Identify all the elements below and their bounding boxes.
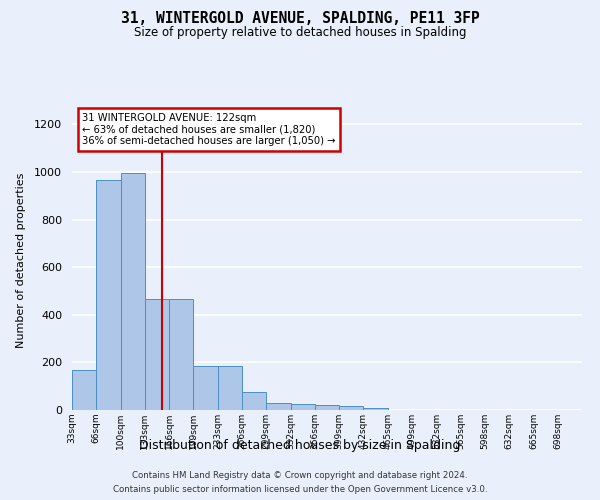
- Bar: [364, 408, 388, 410]
- Text: Contains HM Land Registry data © Crown copyright and database right 2024.: Contains HM Land Registry data © Crown c…: [132, 472, 468, 480]
- Bar: [218, 366, 242, 410]
- Bar: [339, 406, 364, 410]
- Bar: [290, 404, 315, 410]
- Text: 31, WINTERGOLD AVENUE, SPALDING, PE11 3FP: 31, WINTERGOLD AVENUE, SPALDING, PE11 3F…: [121, 11, 479, 26]
- Bar: [169, 300, 193, 410]
- Bar: [145, 300, 169, 410]
- Bar: [72, 370, 96, 410]
- Bar: [266, 403, 290, 410]
- Bar: [315, 405, 339, 410]
- Text: Size of property relative to detached houses in Spalding: Size of property relative to detached ho…: [134, 26, 466, 39]
- Bar: [96, 180, 121, 410]
- Bar: [121, 173, 145, 410]
- Bar: [242, 392, 266, 410]
- Y-axis label: Number of detached properties: Number of detached properties: [16, 172, 26, 348]
- Text: Contains public sector information licensed under the Open Government Licence v3: Contains public sector information licen…: [113, 484, 487, 494]
- Text: 31 WINTERGOLD AVENUE: 122sqm
← 63% of detached houses are smaller (1,820)
36% of: 31 WINTERGOLD AVENUE: 122sqm ← 63% of de…: [82, 113, 336, 146]
- Bar: [193, 366, 218, 410]
- Text: Distribution of detached houses by size in Spalding: Distribution of detached houses by size …: [139, 440, 461, 452]
